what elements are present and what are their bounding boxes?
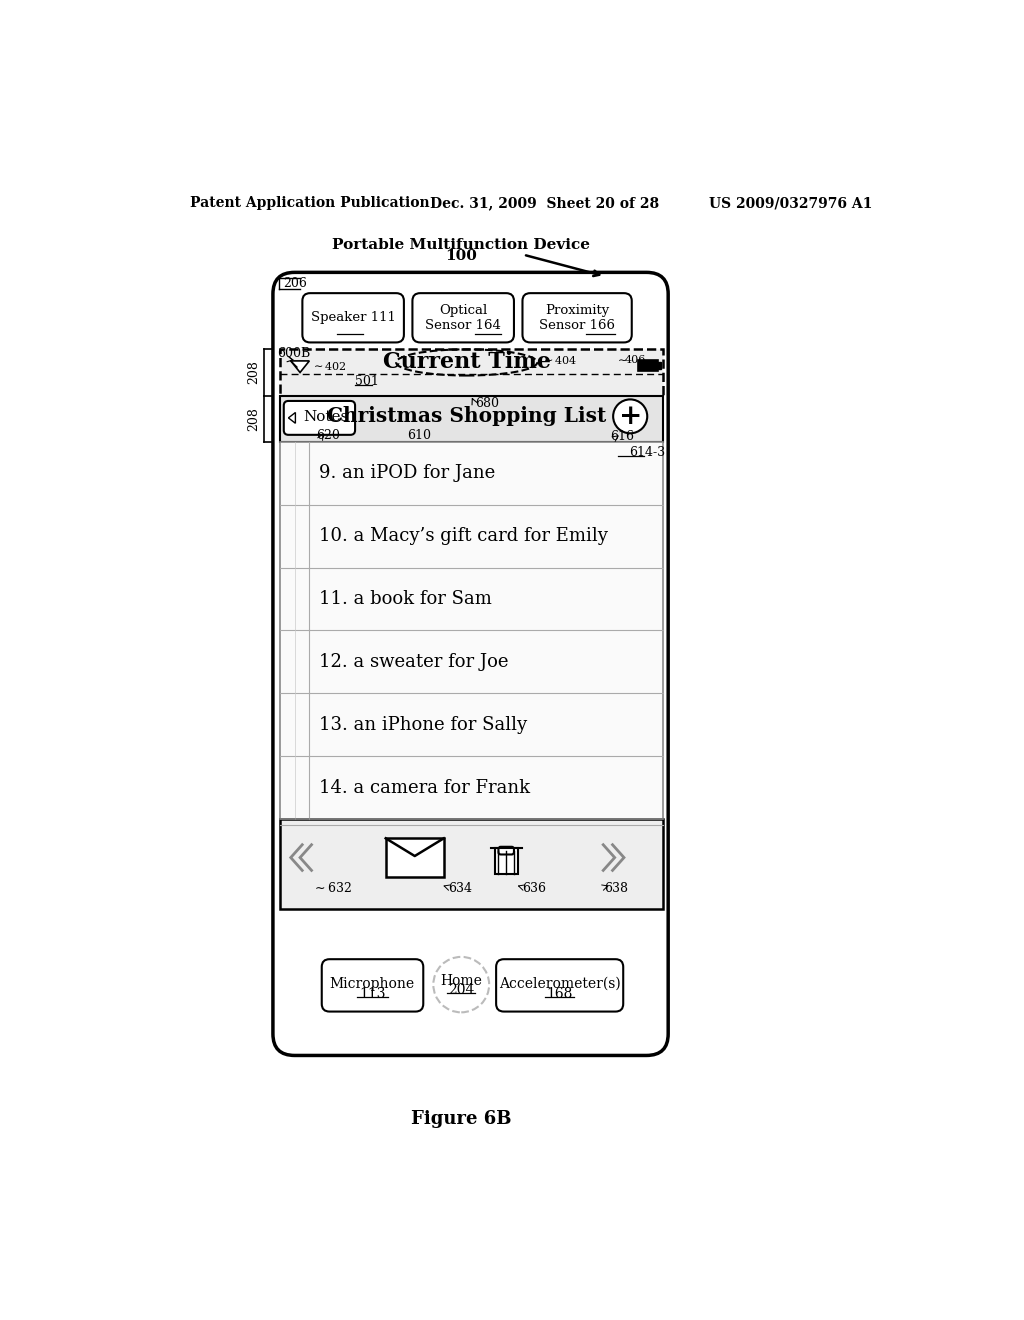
Text: 10. a Macy’s gift card for Emily: 10. a Macy’s gift card for Emily — [318, 527, 607, 545]
Text: 13. an iPhone for Sally: 13. an iPhone for Sally — [318, 715, 526, 734]
Text: Proximity
Sensor 166: Proximity Sensor 166 — [539, 304, 615, 331]
Text: 638: 638 — [604, 882, 628, 895]
Bar — [280, 396, 663, 442]
Circle shape — [433, 957, 489, 1012]
Text: 12. a sweater for Joe: 12. a sweater for Joe — [318, 653, 508, 671]
Text: 614-3: 614-3 — [629, 446, 665, 459]
Text: Patent Application Publication: Patent Application Publication — [190, 197, 430, 210]
Bar — [658, 362, 662, 370]
Text: 208: 208 — [247, 360, 260, 384]
Text: Dec. 31, 2009  Sheet 20 of 28: Dec. 31, 2009 Sheet 20 of 28 — [430, 197, 659, 210]
Text: 100: 100 — [445, 249, 477, 263]
Text: 600B: 600B — [278, 347, 311, 360]
Text: 636: 636 — [521, 882, 546, 895]
Text: 9. an iPOD for Jane: 9. an iPOD for Jane — [318, 465, 495, 482]
Text: US 2009/0327976 A1: US 2009/0327976 A1 — [710, 197, 872, 210]
Bar — [638, 360, 658, 371]
Text: 634: 634 — [449, 882, 472, 895]
FancyBboxPatch shape — [284, 401, 355, 434]
Text: Christmas Shopping List: Christmas Shopping List — [327, 405, 606, 425]
Text: 680: 680 — [475, 397, 500, 409]
Text: 616: 616 — [610, 430, 634, 444]
FancyBboxPatch shape — [273, 272, 669, 1056]
Bar — [280, 818, 663, 909]
Text: Speaker 111: Speaker 111 — [310, 312, 395, 325]
Circle shape — [613, 400, 647, 433]
Text: 610: 610 — [407, 429, 431, 442]
Text: Figure 6B: Figure 6B — [411, 1110, 512, 1129]
Text: Optical
Sensor 164: Optical Sensor 164 — [425, 304, 501, 331]
Polygon shape — [291, 360, 309, 372]
Bar — [495, 847, 518, 874]
Text: 168: 168 — [547, 987, 572, 1001]
Text: $\mathsf{\sim}$: $\mathsf{\sim}$ — [615, 355, 628, 366]
Bar — [280, 442, 663, 818]
Text: 206: 206 — [283, 277, 307, 289]
FancyBboxPatch shape — [413, 293, 514, 342]
Text: 501: 501 — [355, 375, 379, 388]
Text: 204: 204 — [449, 983, 474, 997]
FancyBboxPatch shape — [522, 293, 632, 342]
Text: 113: 113 — [358, 987, 385, 1001]
Text: 11. a book for Sam: 11. a book for Sam — [318, 590, 492, 609]
Bar — [280, 442, 308, 818]
Text: 14. a camera for Frank: 14. a camera for Frank — [318, 779, 529, 796]
Text: Portable Multifunction Device: Portable Multifunction Device — [332, 238, 590, 252]
Text: $\mathsf{\sim}$402: $\mathsf{\sim}$402 — [311, 360, 347, 372]
FancyBboxPatch shape — [302, 293, 403, 342]
Text: Notes: Notes — [303, 411, 348, 424]
Text: 620: 620 — [316, 429, 340, 442]
FancyBboxPatch shape — [322, 960, 423, 1011]
Bar — [386, 838, 443, 876]
Text: Microphone: Microphone — [330, 977, 415, 991]
Text: Accelerometer(s): Accelerometer(s) — [499, 977, 621, 991]
Bar — [280, 350, 663, 396]
Text: $\mathsf{\sim}$632: $\mathsf{\sim}$632 — [312, 882, 352, 895]
Text: 208: 208 — [247, 407, 260, 430]
FancyBboxPatch shape — [499, 847, 514, 854]
Text: Current Time: Current Time — [383, 351, 551, 374]
FancyBboxPatch shape — [496, 960, 624, 1011]
Text: Home: Home — [440, 974, 482, 987]
Text: 406: 406 — [625, 355, 646, 366]
Text: $\mathsf{\sim}$404: $\mathsf{\sim}$404 — [541, 354, 578, 366]
Text: +: + — [618, 403, 642, 430]
Polygon shape — [289, 412, 295, 424]
